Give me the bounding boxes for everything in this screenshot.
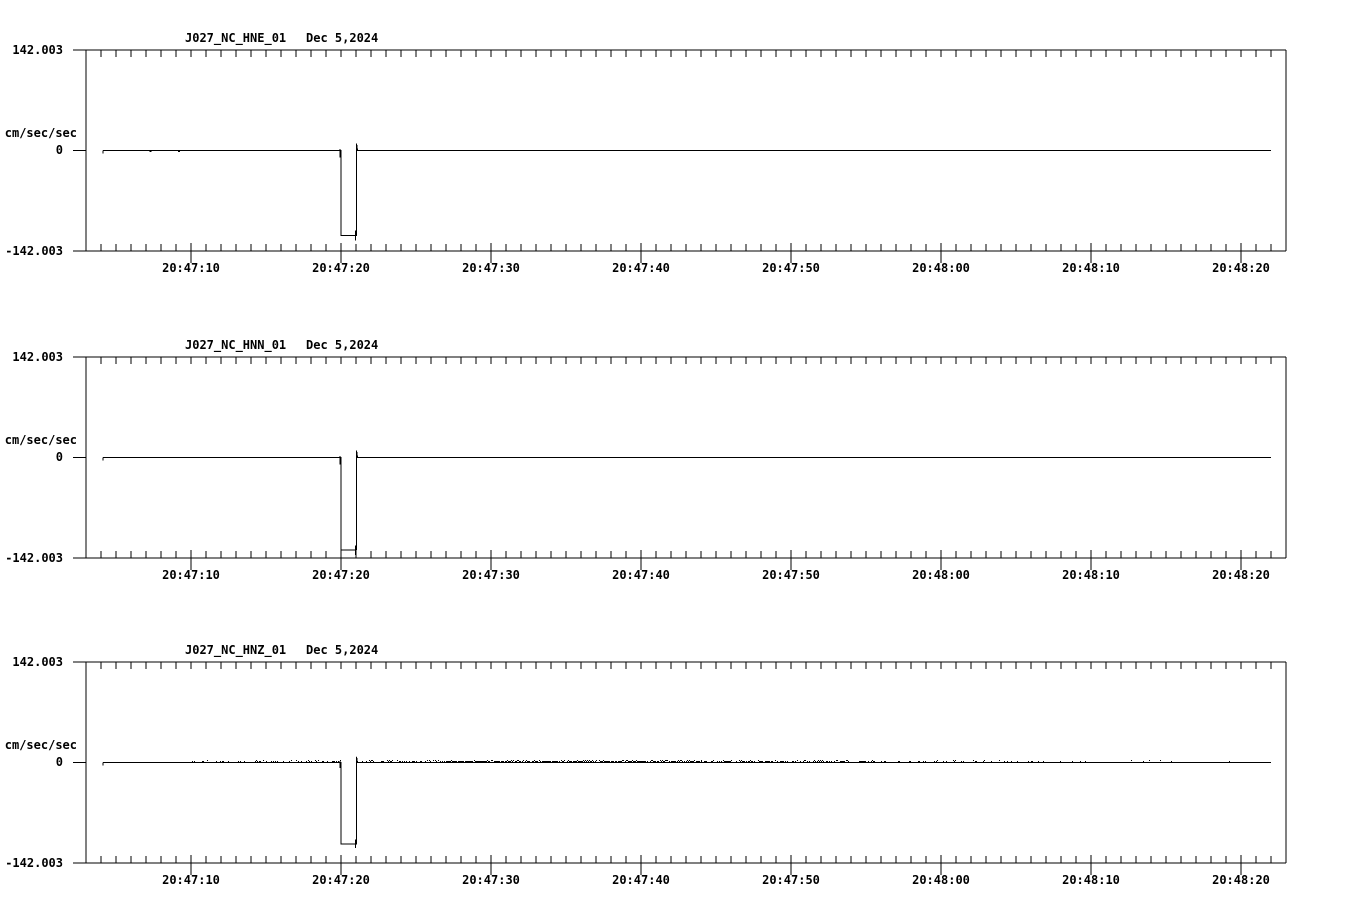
x-tick-label: 20:47:20: [312, 568, 370, 582]
seismogram-panel-hne: J027_NC_HNE_01 Dec 5,2024 142.003 cm/sec…: [0, 0, 1358, 290]
x-tick-label: 20:47:50: [762, 261, 820, 275]
x-tick-label: 20:47:30: [462, 873, 520, 887]
waveform-plot-hnn: [73, 356, 1287, 570]
plot-frame-and-ticks: [73, 661, 1287, 875]
baseline-noise: [192, 760, 1230, 762]
x-tick-label: 20:47:10: [162, 873, 220, 887]
x-axis-labels: 20:47:10 20:47:20 20:47:30 20:47:40 20:47:50…: [0, 307, 1358, 597]
waveform-trace: [102, 756, 1271, 849]
trace-id: J027_NC_HNZ_01: [185, 643, 287, 657]
y-min-label: -142.003: [5, 551, 63, 565]
x-tick-label: 20:47:40: [612, 261, 670, 275]
plot-frame-and-ticks: [73, 356, 1287, 570]
trace-date: Dec 5,2024: [306, 643, 379, 657]
x-tick-label: 20:47:20: [312, 261, 370, 275]
y-max-label: 142.003: [12, 43, 63, 57]
trace-id: J027_NC_HNE_01: [185, 31, 287, 45]
y-min-label: -142.003: [5, 244, 63, 258]
x-tick-label: 20:48:00: [912, 873, 970, 887]
x-tick-label: 20:47:30: [462, 261, 520, 275]
x-tick-label: 20:48:00: [912, 261, 970, 275]
y-min-label: -142.003: [5, 856, 63, 870]
x-tick-label: 20:48:20: [1212, 261, 1270, 275]
waveform-plot-hnz: [73, 661, 1287, 875]
x-tick-label: 20:48:10: [1062, 261, 1120, 275]
trace-date: Dec 5,2024: [306, 338, 379, 352]
plot-frame-and-ticks: [73, 49, 1287, 263]
x-tick-label: 20:48:00: [912, 568, 970, 582]
y-axis-unit: cm/sec/sec: [4, 738, 77, 752]
x-axis-labels: 20:47:10 20:47:20 20:47:30 20:47:40 20:47:50…: [0, 0, 1358, 290]
waveform-trace: [102, 143, 1271, 241]
x-tick-label: 20:48:10: [1062, 568, 1120, 582]
x-tick-label: 20:47:10: [162, 568, 220, 582]
x-tick-label: 20:48:20: [1212, 873, 1270, 887]
x-tick-label: 20:47:30: [462, 568, 520, 582]
x-tick-label: 20:47:10: [162, 261, 220, 275]
y-max-label: 142.003: [12, 655, 63, 669]
x-tick-label: 20:47:50: [762, 568, 820, 582]
x-tick-label: 20:48:10: [1062, 873, 1120, 887]
x-tick-label: 20:48:20: [1212, 568, 1270, 582]
y-zero-label: 0: [55, 755, 63, 769]
waveform-plot-hne: [73, 49, 1287, 263]
x-axis-labels: 20:47:10 20:47:20 20:47:30 20:47:40 20:47:50…: [0, 612, 1358, 902]
y-axis-unit: cm/sec/sec: [4, 433, 77, 447]
x-tick-label: 20:47:40: [612, 873, 670, 887]
x-tick-label: 20:47:40: [612, 568, 670, 582]
waveform-trace: [102, 450, 1271, 556]
x-tick-label: 20:47:20: [312, 873, 370, 887]
y-max-label: 142.003: [12, 350, 63, 364]
trace-id: J027_NC_HNN_01: [185, 338, 287, 352]
trace-date: Dec 5,2024: [306, 31, 379, 45]
x-tick-label: 20:47:50: [762, 873, 820, 887]
y-axis-unit: cm/sec/sec: [4, 126, 77, 140]
y-zero-label: 0: [55, 450, 63, 464]
seismogram-panel-hnn: J027_NC_HNN_01 Dec 5,2024 142.003 cm/sec…: [0, 307, 1358, 597]
y-zero-label: 0: [55, 143, 63, 157]
seismogram-panel-hnz: J027_NC_HNZ_01 Dec 5,2024 142.003 cm/sec…: [0, 612, 1358, 902]
